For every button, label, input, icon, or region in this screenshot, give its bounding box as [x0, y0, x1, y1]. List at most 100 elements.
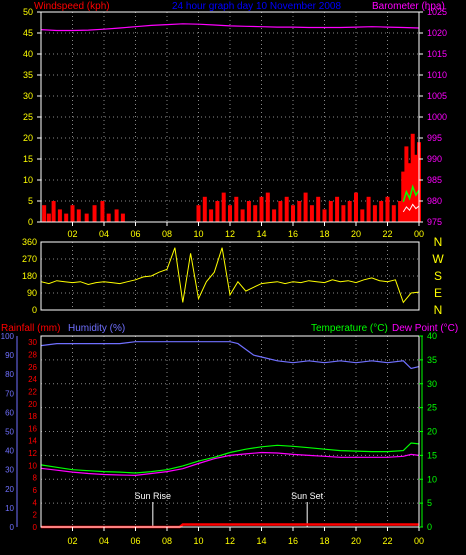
humidity-line: [40, 341, 420, 370]
direction-compass-label: S: [434, 269, 442, 283]
rainfall-y-tick-label: 20: [28, 400, 37, 409]
rainfall-y-tick-label: 2: [33, 511, 38, 520]
temperature-y-tick-label: 25: [427, 403, 437, 413]
temperature-line: [40, 442, 420, 474]
wind-bar: [391, 205, 396, 222]
wind-bar: [404, 146, 409, 222]
wind-bar: [272, 209, 277, 222]
rainfall-y-tick-label: 4: [33, 498, 38, 507]
rainfall-y-tick-label: 16: [28, 424, 37, 433]
rainfall-axis-label: Rainfall (mm): [1, 323, 60, 334]
wind-bar: [221, 192, 226, 222]
rainfall-y-tick-label: 30: [28, 338, 37, 347]
wind-bar: [209, 209, 214, 222]
humidity-y-tick-label: 50: [5, 428, 14, 437]
temperature-y-tick-label: 10: [427, 474, 437, 484]
wind-bar: [297, 201, 302, 222]
barometer-y-tick-label: 990: [427, 154, 442, 164]
temp-x-tick-label: 20: [351, 536, 361, 546]
humidity-y-tick-label: 20: [5, 485, 14, 494]
dewpoint-axis-label: Dew Point (°C): [392, 323, 458, 334]
rainfall-y-tick-label: 14: [28, 437, 37, 446]
wind-bar: [106, 213, 111, 222]
wind-bar: [284, 196, 289, 222]
temp-x-tick-label: 08: [162, 536, 172, 546]
humidity-y-tick-label: 40: [5, 447, 14, 456]
wind-bar: [328, 201, 333, 222]
wind-y-tick-label: 15: [23, 154, 33, 164]
temp-x-tick-label: 06: [130, 536, 140, 546]
direction-compass-label: N: [434, 303, 443, 317]
wind-bar: [335, 196, 340, 222]
rainfall-y-tick-label: 6: [33, 486, 38, 495]
temp-x-tick-label: 02: [67, 536, 77, 546]
wind-x-tick-label: 12: [225, 229, 235, 239]
wind-bar: [76, 209, 81, 222]
direction-y-tick-label: 270: [22, 254, 37, 264]
wind-direction-line: [40, 247, 420, 304]
temperature-axis-label: Temperature (°C): [311, 323, 388, 334]
barometer-y-tick-label: 975: [427, 217, 442, 227]
temp-x-tick-label: 22: [382, 536, 392, 546]
wind-bar: [366, 196, 371, 222]
rainfall-y-tick-label: 28: [28, 350, 37, 359]
barometer-y-tick-label: 995: [427, 133, 442, 143]
sun-event-label: Sun Rise: [135, 491, 172, 501]
temperature-y-tick-label: 30: [427, 379, 437, 389]
wind-bar: [322, 209, 327, 222]
wind-bar: [234, 196, 239, 222]
wind-bar: [316, 196, 321, 222]
wind-bar: [401, 171, 406, 222]
direction-y-tick-label: 180: [22, 271, 37, 281]
rainfall-y-tick-label: 26: [28, 363, 37, 372]
wind-bar: [46, 213, 51, 222]
chart-panels: 0510152025303540455097598098599099510001…: [1, 7, 447, 546]
temp-x-tick-label: 04: [99, 536, 109, 546]
wind-y-tick-label: 35: [23, 70, 33, 80]
wind-y-tick-label: 30: [23, 91, 33, 101]
wind-x-tick-label: 04: [99, 229, 109, 239]
wind-x-tick-label: 20: [351, 229, 361, 239]
direction-compass-label: W: [432, 252, 444, 266]
chart-title: 24 hour graph day 10 November 2008: [172, 1, 341, 12]
temperature-y-tick-label: 20: [427, 427, 437, 437]
rainfall-y-tick-label: 24: [28, 375, 37, 384]
rainfall-y-tick-label: 0: [33, 523, 38, 532]
wind-bar: [303, 192, 308, 222]
barometer-y-tick-label: 980: [427, 196, 442, 206]
wind-bar: [360, 209, 365, 222]
wind-bar: [309, 205, 314, 222]
wind-x-tick-label: 18: [319, 229, 329, 239]
direction-compass-label: E: [434, 286, 442, 300]
temp-x-tick-label: 16: [288, 536, 298, 546]
humidity-y-tick-label: 60: [5, 408, 14, 417]
wind-average-line: [402, 184, 420, 203]
wind-bar: [64, 213, 69, 222]
wind-y-tick-label: 40: [23, 49, 33, 59]
wind-bar: [114, 209, 119, 222]
wind-y-tick-label: 0: [28, 217, 33, 227]
direction-compass-label: N: [434, 235, 443, 249]
wind-bar: [278, 201, 283, 222]
barometer-y-tick-label: 1015: [427, 49, 447, 59]
wind-bar: [202, 196, 207, 222]
windspeed-axis-label: Windspeed (kph): [34, 1, 110, 12]
humidity-y-tick-label: 100: [1, 332, 15, 341]
temperature-y-tick-label: 40: [427, 331, 437, 341]
wind-bar: [51, 201, 56, 222]
wind-y-tick-label: 50: [23, 7, 33, 17]
barometer-y-tick-label: 1000: [427, 112, 447, 122]
wind-bar: [385, 196, 390, 222]
wind-bar: [410, 133, 415, 222]
wind-low-line: [402, 203, 420, 213]
wind-y-tick-label: 25: [23, 112, 33, 122]
rainfall-y-tick-label: 12: [28, 449, 37, 458]
temperature-y-tick-label: 15: [427, 450, 437, 460]
direction-y-tick-label: 0: [32, 305, 37, 315]
humidity-y-tick-label: 10: [5, 504, 14, 513]
temp-x-tick-label: 12: [225, 536, 235, 546]
wind-bar: [291, 205, 295, 222]
humidity-y-tick-label: 80: [5, 370, 14, 379]
dewpoint-line: [40, 451, 420, 477]
